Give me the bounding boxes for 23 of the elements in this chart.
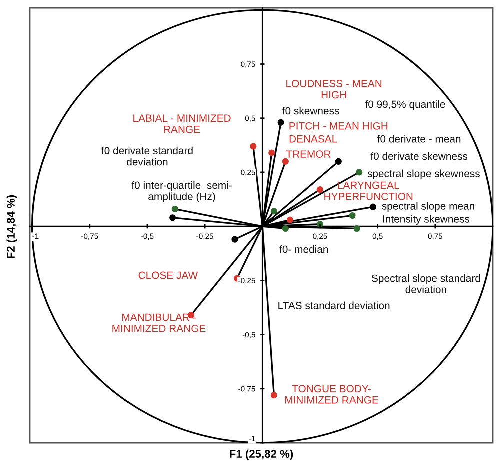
annotation: f0 99,5% quantile <box>365 100 446 110</box>
annotation: f0 derivate standard deviation <box>102 146 193 166</box>
annotation: PITCH - MEAN HIGH <box>290 122 388 130</box>
annotation: LARYNGEAL HYPERFUNCTION <box>324 182 413 200</box>
annotation: LTAS standard deviation <box>278 302 390 310</box>
x-axis-title: F1 (25,82 %) <box>230 450 294 460</box>
annotation: f0 derivate - mean <box>377 135 461 143</box>
annotation: MANDIBULAR - MINIMIZED RANGE <box>112 314 206 332</box>
annotation: TONGUE BODY- MINIMIZED RANGE <box>285 385 378 404</box>
annotation: Intensity skewness <box>383 215 470 225</box>
annotation: Spectral slope standard deviation <box>372 274 480 294</box>
annotation: spectral slope skewness <box>368 170 480 180</box>
annotation: f0 inter-quartile semi- amplitude (Hz) <box>132 181 232 202</box>
annotation: LOUDNESS - MEAN HIGH <box>286 80 382 99</box>
annotation: f0 skewness <box>282 107 340 115</box>
annotation: spectral slope mean <box>382 202 474 212</box>
annotation: CLOSE JAW <box>138 272 198 280</box>
annotation: f0- median <box>280 246 328 254</box>
annotation: f0 derivate skewness <box>370 152 468 160</box>
annotation: TREMOR <box>286 150 331 158</box>
annotation: LABIAL - MINIMIZED RANGE <box>134 114 231 134</box>
annotation: DENASAL <box>290 135 338 143</box>
y-axis-title: F2 (14,84 %) <box>6 195 18 258</box>
